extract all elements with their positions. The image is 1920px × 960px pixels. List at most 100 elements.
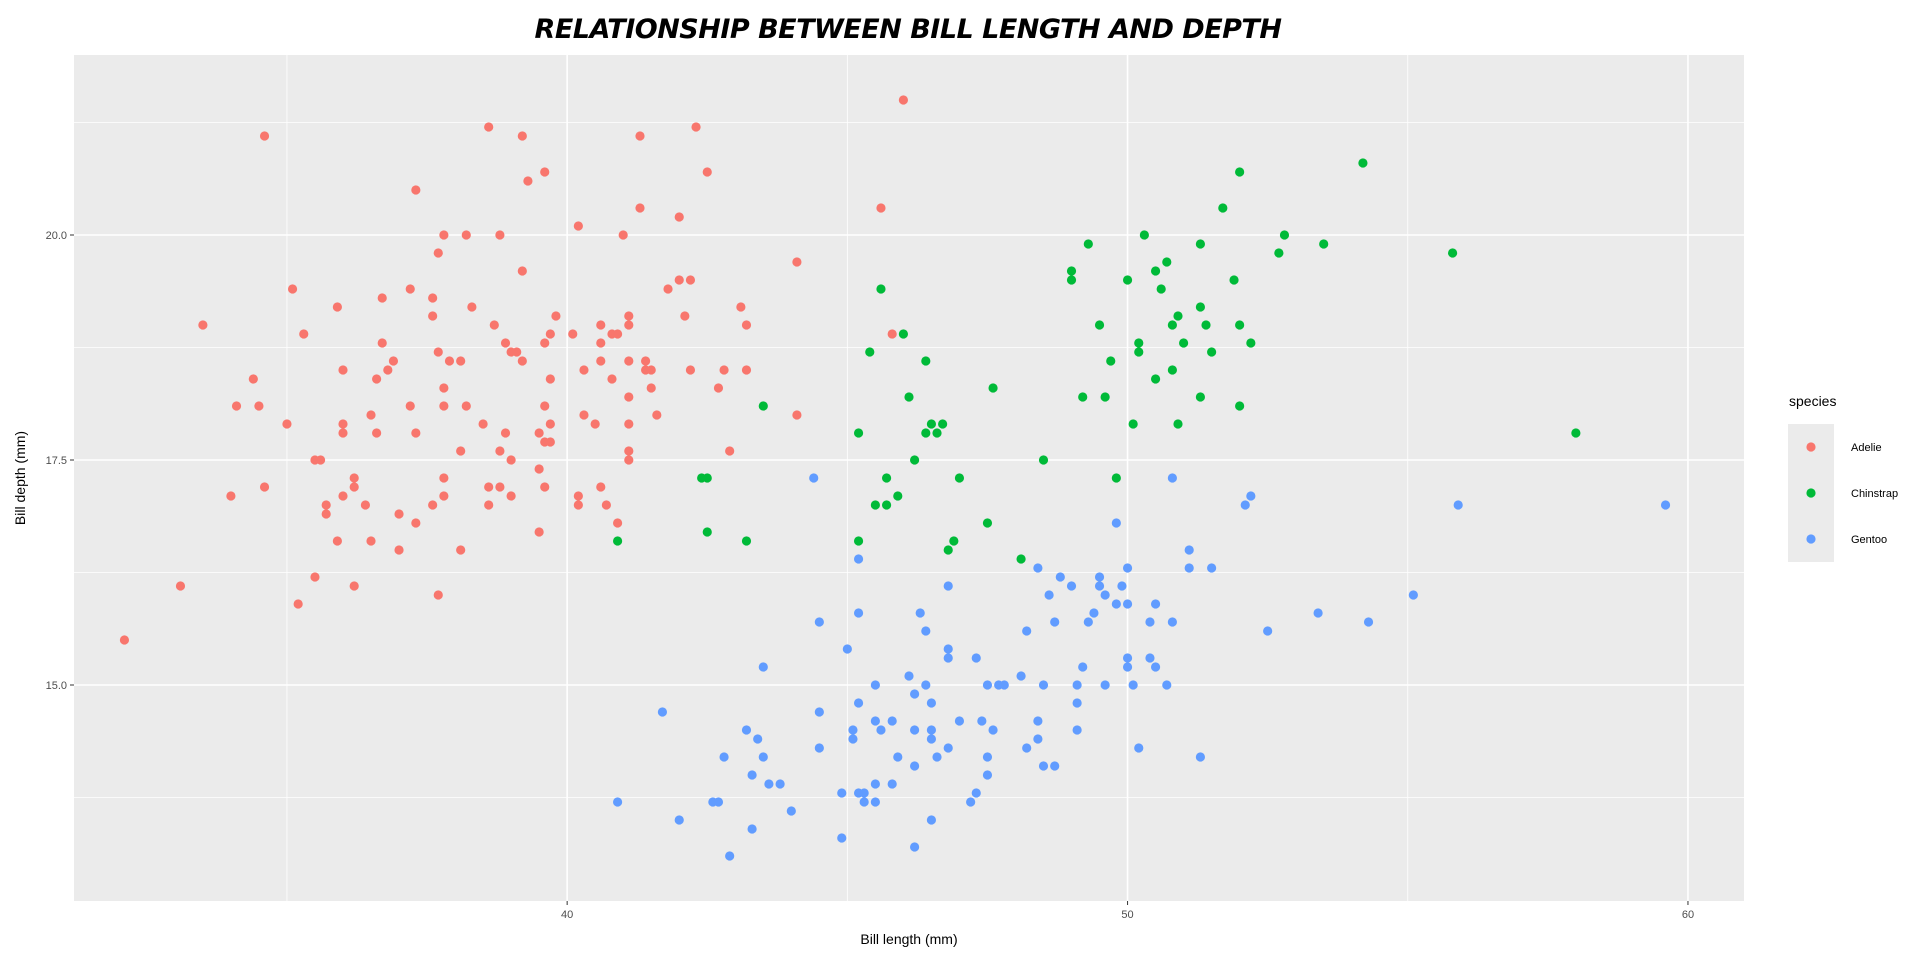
data-point — [506, 455, 516, 465]
data-point — [680, 311, 690, 321]
data-point — [1274, 248, 1284, 258]
data-point — [848, 725, 858, 735]
data-point — [545, 419, 555, 429]
data-point — [971, 653, 981, 663]
data-point — [842, 644, 852, 654]
y-tick-label: 20.0 — [46, 230, 67, 242]
data-point — [1218, 203, 1228, 213]
data-point — [512, 347, 522, 357]
data-point — [741, 320, 752, 330]
data-point — [1150, 599, 1161, 609]
legend-items: Adelie Chinstrap Gentoo — [1806, 442, 1898, 546]
data-point — [1066, 581, 1077, 591]
data-point — [573, 491, 583, 501]
data-point — [921, 626, 931, 636]
data-point — [893, 752, 903, 762]
data-point — [349, 482, 359, 492]
data-point — [646, 383, 656, 393]
data-point — [1016, 554, 1026, 564]
data-point — [590, 419, 600, 429]
data-point — [876, 203, 886, 213]
data-point — [982, 680, 993, 690]
data-point — [321, 500, 331, 510]
data-point — [394, 509, 404, 519]
legend-label-gentoo: Gentoo — [1851, 534, 1887, 546]
data-point — [1184, 563, 1194, 573]
data-point — [775, 779, 785, 789]
data-point — [1145, 617, 1155, 627]
data-point — [366, 536, 376, 546]
data-point — [1111, 473, 1121, 483]
data-point — [971, 788, 981, 798]
data-point — [573, 221, 583, 231]
data-point — [119, 635, 130, 645]
data-point — [517, 131, 527, 141]
data-point — [646, 365, 656, 375]
data-point — [943, 653, 953, 663]
data-point — [1139, 230, 1149, 240]
data-point — [898, 329, 908, 339]
data-point — [657, 707, 668, 717]
chart-title: Relationship Between Bill Length and Dep… — [535, 14, 1283, 45]
data-point — [405, 401, 415, 411]
data-point — [377, 293, 387, 303]
data-point — [1022, 743, 1032, 753]
data-point — [433, 590, 443, 600]
data-point — [1229, 275, 1239, 285]
data-point — [921, 428, 931, 438]
data-point — [887, 779, 897, 789]
data-point — [495, 482, 505, 492]
data-point — [910, 761, 920, 771]
y-tick-label: 15.0 — [46, 680, 67, 692]
data-point — [932, 428, 942, 438]
data-point — [713, 383, 724, 393]
data-point — [1122, 563, 1133, 573]
data-point — [1167, 473, 1177, 483]
data-point — [954, 716, 965, 726]
data-point — [612, 797, 623, 807]
data-point — [814, 743, 824, 753]
data-point — [287, 284, 298, 294]
data-point — [1195, 392, 1206, 402]
data-point — [612, 518, 623, 528]
data-point — [702, 167, 712, 177]
legend: species Adelie Chinstrap Gentoo — [1788, 393, 1898, 562]
data-point — [456, 545, 466, 555]
data-point — [954, 473, 965, 483]
y-tick-label: 17.5 — [46, 455, 67, 467]
data-point — [1319, 239, 1329, 249]
data-point — [915, 608, 925, 618]
data-point — [1150, 662, 1161, 672]
data-point — [545, 374, 555, 384]
data-point — [1016, 671, 1026, 681]
data-point — [1447, 248, 1458, 258]
data-point — [1100, 392, 1110, 402]
data-point — [1083, 617, 1093, 627]
data-point — [517, 356, 527, 366]
data-point — [999, 680, 1009, 690]
data-point — [321, 509, 331, 519]
data-point — [910, 725, 920, 735]
data-point — [786, 806, 796, 816]
data-point — [926, 734, 937, 744]
data-point — [383, 365, 393, 375]
data-point — [1033, 563, 1043, 573]
data-point — [1122, 653, 1133, 663]
data-point — [405, 284, 415, 294]
data-point — [1050, 617, 1060, 627]
data-point — [747, 770, 757, 780]
data-point — [966, 797, 976, 807]
data-point — [1038, 455, 1049, 465]
data-point — [540, 482, 550, 492]
data-point — [938, 419, 948, 429]
data-point — [904, 671, 914, 681]
data-point — [1122, 599, 1133, 609]
data-point — [338, 491, 348, 501]
data-point — [910, 455, 920, 465]
data-point — [1358, 158, 1368, 168]
data-point — [394, 545, 404, 555]
data-point — [523, 176, 533, 186]
data-point — [607, 374, 617, 384]
data-point — [814, 617, 824, 627]
data-point — [506, 491, 516, 501]
